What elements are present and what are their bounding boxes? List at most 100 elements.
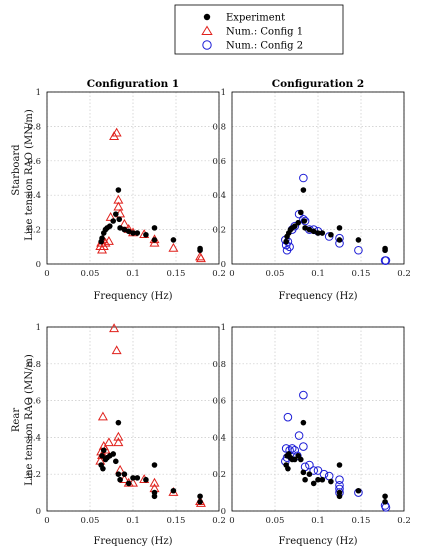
point-experiment bbox=[100, 447, 107, 454]
point-experiment bbox=[106, 223, 113, 229]
point-num-config-1 bbox=[149, 237, 160, 247]
point-experiment bbox=[143, 476, 149, 483]
point-experiment bbox=[355, 237, 362, 243]
legend-label-config1: Num.: Config 1 bbox=[226, 27, 303, 38]
y-tick-label: 0.4 bbox=[27, 433, 41, 443]
x-tick-label: 0.15 bbox=[167, 269, 186, 279]
point-experiment bbox=[302, 225, 308, 231]
point-experiment bbox=[99, 235, 105, 241]
x-tick-label: 0.2 bbox=[397, 516, 411, 526]
point-experiment bbox=[170, 237, 177, 243]
point-experiment bbox=[310, 228, 317, 235]
y-tick-label: 1 bbox=[221, 323, 226, 333]
point-experiment bbox=[300, 187, 307, 193]
point-num-config-2 bbox=[354, 245, 363, 255]
point-experiment bbox=[283, 238, 289, 245]
panel-title-config1: Configuration 1 bbox=[87, 78, 179, 90]
xlabel-panel-3: Frequency (Hz) bbox=[93, 536, 172, 547]
x-tick-label: 0.1 bbox=[126, 269, 140, 279]
point-num-config-2 bbox=[300, 216, 310, 226]
point-experiment bbox=[170, 487, 177, 494]
plot-frame bbox=[231, 91, 405, 265]
point-experiment bbox=[302, 476, 308, 483]
x-tick-label: 0.2 bbox=[212, 269, 226, 279]
y-tick-label: 0.4 bbox=[27, 191, 41, 201]
point-experiment bbox=[328, 478, 334, 485]
legend-label-experiment: Experiment bbox=[226, 13, 285, 24]
point-experiment bbox=[99, 453, 105, 459]
y-tick-label: 0.8 bbox=[212, 122, 226, 132]
point-num-config-1 bbox=[149, 477, 160, 487]
x-tick-label: 0.05 bbox=[81, 269, 100, 279]
point-num-config-1 bbox=[103, 437, 114, 447]
xlabel-panel-1: Frequency (Hz) bbox=[93, 291, 172, 302]
point-experiment bbox=[291, 223, 298, 229]
y-tick-label: 0.6 bbox=[27, 157, 41, 167]
x-tick-label: 0 bbox=[44, 269, 49, 279]
point-experiment bbox=[301, 218, 308, 224]
y-tick-label: 0.2 bbox=[27, 470, 41, 480]
point-experiment bbox=[382, 247, 388, 254]
y-tick-label: 0.8 bbox=[27, 360, 41, 370]
panel-starboard-config2: 0 0.05 0.1 0.15 0.200.20.40.60.81 bbox=[212, 88, 410, 279]
y-tick-label: 1 bbox=[221, 88, 226, 98]
row-label-starboard: Starboard bbox=[11, 144, 22, 196]
point-experiment bbox=[298, 456, 304, 463]
point-experiment bbox=[298, 209, 304, 216]
x-tick-label: 0.05 bbox=[266, 269, 285, 279]
point-num-config-1 bbox=[97, 411, 108, 421]
point-experiment bbox=[319, 230, 326, 236]
point-experiment bbox=[197, 493, 203, 500]
point-num-config-1 bbox=[109, 323, 120, 333]
point-experiment bbox=[125, 480, 132, 487]
point-experiment bbox=[328, 231, 334, 238]
legend-label-config2: Num.: Config 2 bbox=[226, 41, 303, 52]
x-tick-label: 0.15 bbox=[352, 516, 371, 526]
point-experiment bbox=[291, 456, 298, 463]
x-tick-label: 0.15 bbox=[352, 269, 371, 279]
plot-frame bbox=[46, 91, 220, 265]
point-num-config-1 bbox=[111, 127, 122, 137]
point-num-config-1 bbox=[168, 242, 179, 252]
y-tick-label: 0 bbox=[36, 260, 41, 270]
point-experiment bbox=[113, 211, 119, 217]
y-tick-label: 0.2 bbox=[212, 470, 226, 480]
legend: Experiment Num.: Config 1 Num.: Config 2 bbox=[174, 4, 344, 55]
point-experiment bbox=[134, 230, 141, 236]
y-tick-label: 0.6 bbox=[212, 157, 226, 167]
point-experiment bbox=[295, 219, 302, 226]
point-num-config-1 bbox=[103, 236, 114, 245]
legend-marker-experiment bbox=[203, 13, 211, 21]
point-experiment bbox=[336, 225, 343, 231]
point-experiment bbox=[130, 230, 136, 236]
x-tick-label: 0.1 bbox=[311, 516, 325, 526]
x-tick-label: 0.1 bbox=[311, 269, 325, 279]
point-experiment bbox=[300, 419, 307, 426]
x-tick-label: 0 bbox=[44, 516, 49, 526]
legend-marker-config1 bbox=[201, 25, 213, 35]
plot-frame bbox=[231, 326, 405, 512]
point-num-config-2 bbox=[299, 173, 308, 183]
point-num-config-2 bbox=[290, 445, 300, 455]
point-num-config-2 bbox=[381, 256, 391, 265]
point-experiment bbox=[310, 480, 317, 487]
point-experiment bbox=[151, 493, 158, 500]
point-experiment bbox=[382, 493, 388, 500]
point-num-config-2 bbox=[294, 431, 304, 440]
x-tick-label: 0.2 bbox=[397, 269, 411, 279]
point-num-config-1 bbox=[195, 253, 206, 263]
point-experiment bbox=[336, 237, 343, 243]
point-experiment bbox=[315, 230, 321, 236]
point-experiment bbox=[355, 487, 362, 494]
y-tick-label: 0.6 bbox=[212, 397, 226, 407]
panel-title-config2: Configuration 2 bbox=[272, 78, 364, 90]
x-tick-label: 0.15 bbox=[167, 516, 186, 526]
point-experiment bbox=[300, 469, 307, 476]
point-experiment bbox=[151, 225, 158, 231]
point-experiment bbox=[285, 465, 291, 472]
panel-rear-config2: 0 0.05 0.1 0.15 0.200.20.40.60.81 bbox=[212, 323, 410, 526]
point-experiment bbox=[382, 499, 388, 505]
xlabel-panel-4: Frequency (Hz) bbox=[278, 536, 357, 547]
point-experiment bbox=[197, 247, 203, 254]
